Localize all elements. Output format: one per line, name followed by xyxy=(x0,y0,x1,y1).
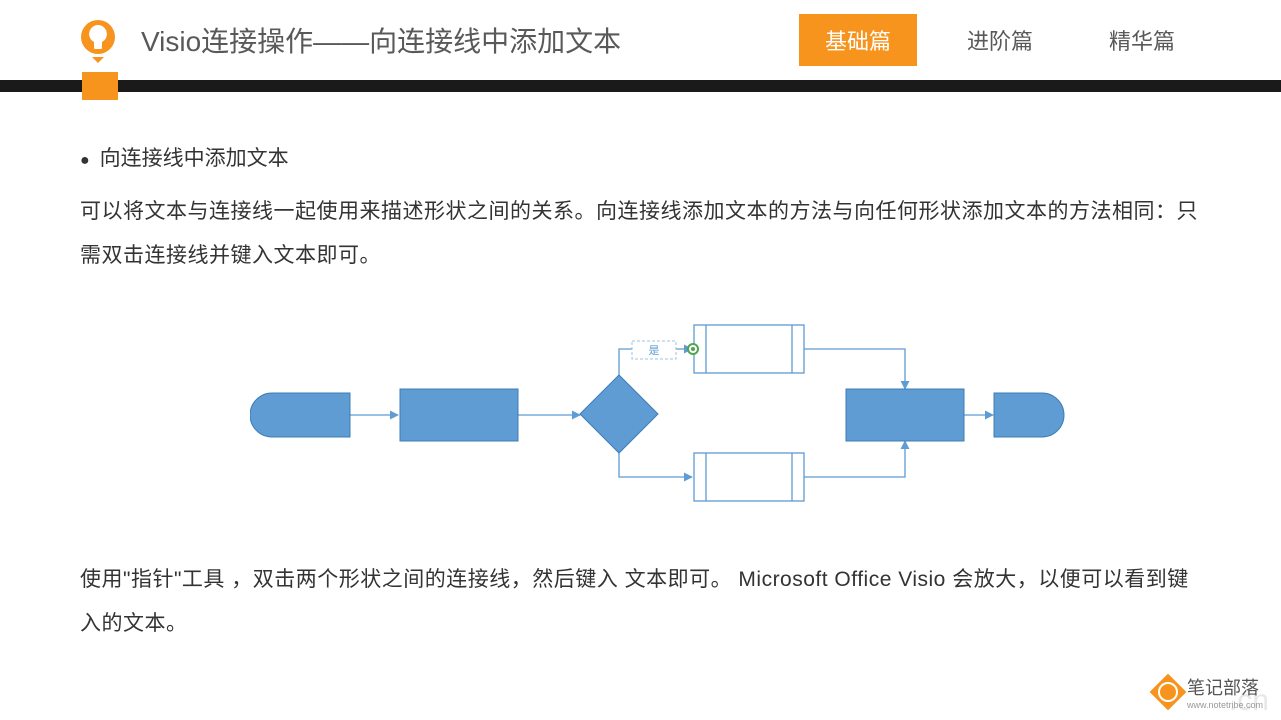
flowchart-diagram: 是 xyxy=(250,313,1110,523)
watermark-text: 笔记部落 xyxy=(1187,674,1263,700)
watermark-icon xyxy=(1150,674,1187,711)
tab-advanced[interactable]: 进阶篇 xyxy=(941,14,1059,66)
tab-basic[interactable]: 基础篇 xyxy=(799,14,917,66)
section-bullet-title: 向连接线中添加文本 xyxy=(80,142,1201,172)
accent-notch xyxy=(82,72,118,100)
paragraph-1: 可以将文本与连接线一起使用来描述形状之间的关系。向连接线添加文本的方法与向任何形… xyxy=(80,190,1201,278)
tab-essence[interactable]: 精华篇 xyxy=(1083,14,1201,66)
watermark-sub: www.notetribe.com xyxy=(1187,700,1263,710)
svg-text:是: 是 xyxy=(649,344,660,357)
page-title: Visio连接操作——向连接线中添加文本 xyxy=(141,20,799,60)
header: Visio连接操作——向连接线中添加文本 基础篇 进阶篇 精华篇 xyxy=(0,0,1281,80)
divider-bar xyxy=(0,80,1281,92)
paragraph-2: 使用"指针"工具 ，双击两个形状之间的连接线，然后键入 文本即可。 Micros… xyxy=(80,558,1201,646)
content: 向连接线中添加文本 可以将文本与连接线一起使用来描述形状之间的关系。向连接线添加… xyxy=(0,92,1281,646)
watermark: 笔记部落 www.notetribe.com xyxy=(1155,674,1263,710)
lightbulb-icon xyxy=(75,17,121,63)
tab-bar: 基础篇 进阶篇 精华篇 xyxy=(799,14,1201,66)
